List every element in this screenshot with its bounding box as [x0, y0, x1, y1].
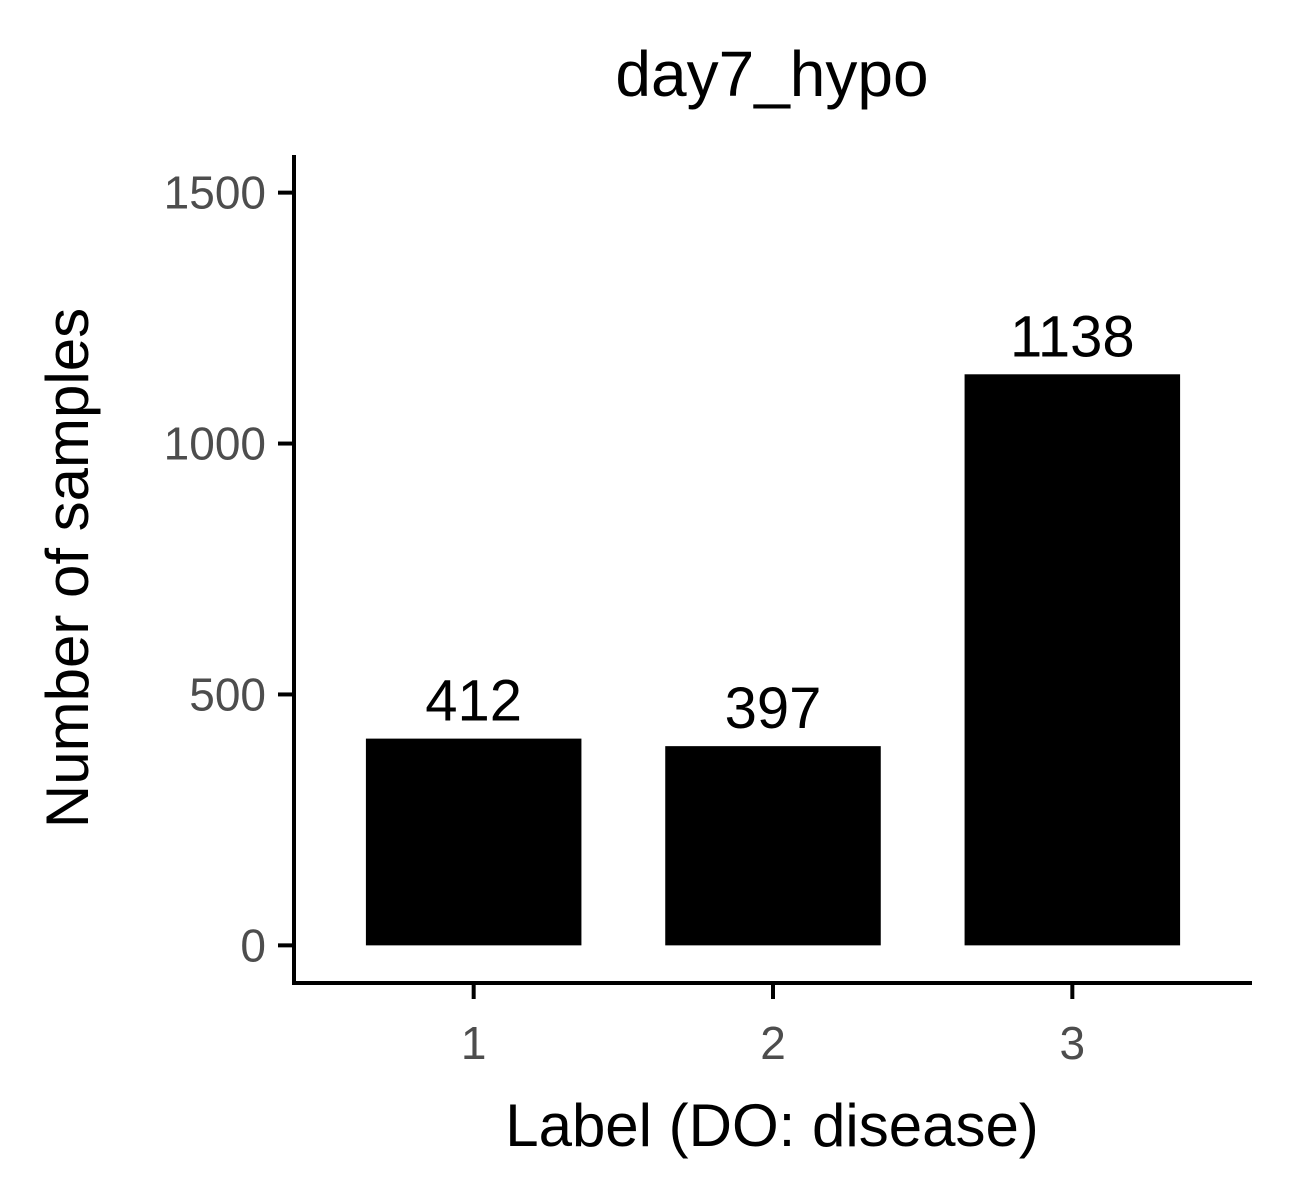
x-tick-label-2: 2 — [760, 1017, 786, 1069]
y-tick-label-0: 0 — [240, 919, 266, 971]
bar-2 — [665, 746, 881, 946]
y-axis-title: Number of samples — [34, 308, 101, 828]
y-tick-label-1000: 1000 — [164, 418, 266, 470]
chart-title: day7_hypo — [615, 38, 928, 110]
y-tick-label-500: 500 — [189, 668, 266, 720]
data-label-3: 1138 — [1010, 304, 1135, 369]
y-tick-label-1500: 1500 — [164, 167, 266, 219]
x-axis-title: Label (DO: disease) — [505, 1092, 1039, 1159]
data-label-2: 397 — [725, 676, 822, 741]
bar-1 — [365, 738, 582, 946]
data-label-1: 412 — [425, 669, 522, 734]
x-tick-label-1: 1 — [461, 1017, 487, 1069]
plot-area: 412 397 1138 — [365, 304, 1181, 946]
y-axis-ticks: 0 500 1000 1500 — [164, 167, 294, 971]
x-tick-label-3: 3 — [1060, 1017, 1086, 1069]
x-axis-ticks: 1 2 3 — [461, 983, 1085, 1069]
bar-3 — [964, 374, 1181, 946]
